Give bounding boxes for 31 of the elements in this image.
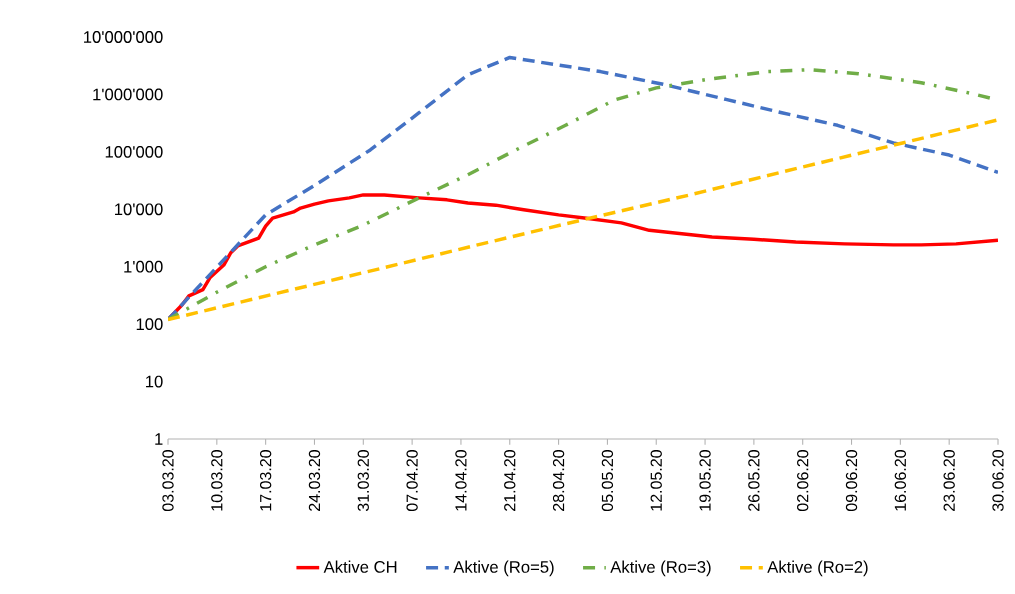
x-tick-label: 16.06.20: [894, 450, 907, 511]
line-series: [168, 118, 998, 322]
x-tick-label: 03.03.20: [162, 450, 174, 512]
y-tick-label: 1'000: [124, 260, 163, 273]
legend-label: Aktive (Ro=3): [610, 560, 711, 577]
y-tick-label: 1'000'000: [93, 88, 163, 101]
x-tick-label: 28.04.20: [552, 450, 565, 511]
x-tick-label: 21.04.20: [504, 450, 516, 511]
x-tick-label: 19.05.20: [699, 450, 711, 511]
x-tick-label: 31.03.20: [357, 450, 369, 512]
x-tick-label: 14.04.20: [455, 450, 467, 511]
x-tick-label: 17.03.20: [259, 450, 272, 511]
x-tick-label: 10.03.20: [211, 450, 223, 511]
legend-label: Aktive (Ro=5): [453, 560, 554, 577]
y-tick-label: 100'000: [105, 145, 163, 158]
legend-label: Aktive (Ro=2): [767, 560, 868, 577]
x-tick-label: 12.05.20: [650, 450, 662, 511]
y-tick-label: 1: [155, 433, 163, 445]
y-tick-label: 10'000'000: [84, 31, 163, 43]
y-tick-label: 10: [146, 375, 163, 388]
y-tick-label: 10'000: [115, 203, 163, 216]
x-tick-label: 30.06.20: [992, 450, 1004, 512]
x-tick-label: 07.04.20: [406, 450, 418, 512]
legend-label: Aktive CH: [323, 560, 397, 573]
x-tick-label: 23.06.20: [943, 450, 955, 511]
x-tick-label: 26.05.20: [748, 450, 760, 511]
x-tick-label: 02.06.20: [797, 450, 809, 512]
y-tick-label: 100: [136, 318, 163, 331]
x-tick-label: 09.06.20: [845, 450, 858, 512]
x-tick-label: 05.05.20: [601, 450, 614, 512]
x-tick-label: 24.03.20: [308, 450, 321, 511]
